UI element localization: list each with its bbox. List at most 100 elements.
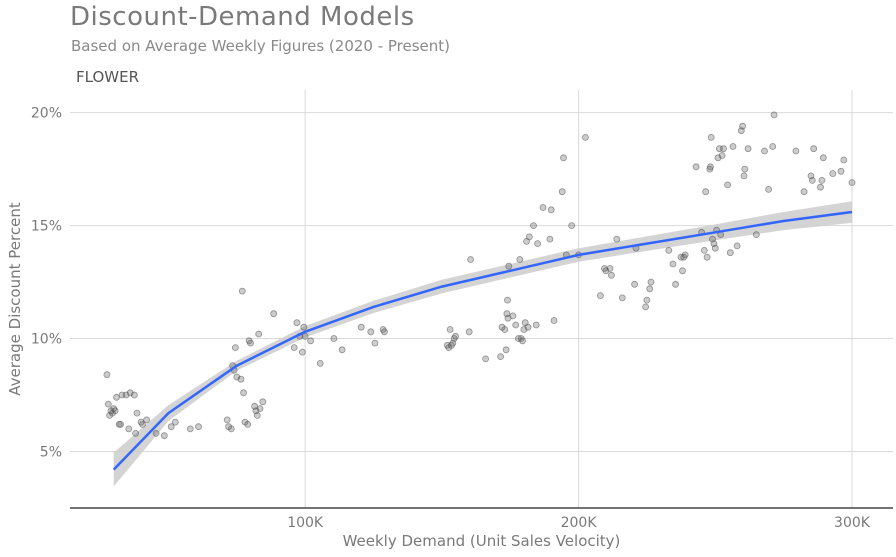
- data-point: [465, 328, 473, 336]
- data-point: [253, 411, 261, 419]
- y-tick-label: 20%: [31, 106, 62, 122]
- data-point: [502, 346, 510, 354]
- data-point: [808, 176, 816, 184]
- data-point: [558, 188, 566, 196]
- data-point: [167, 423, 175, 431]
- data-point: [524, 323, 532, 331]
- data-point: [103, 371, 111, 379]
- data-point: [810, 145, 818, 153]
- y-axis-title: Average Discount Percent: [6, 202, 24, 396]
- data-point: [752, 231, 760, 239]
- fit-line-layer: [112, 210, 853, 471]
- data-point: [560, 154, 567, 162]
- data-point: [618, 294, 626, 302]
- grid-lines: [70, 90, 893, 508]
- data-point: [744, 145, 752, 153]
- data-point: [160, 432, 168, 440]
- data-point: [512, 321, 520, 329]
- data-point: [505, 262, 513, 270]
- data-point: [113, 393, 120, 401]
- data-point: [247, 339, 254, 347]
- data-point: [532, 321, 540, 329]
- data-point: [770, 111, 778, 119]
- data-point: [290, 344, 298, 352]
- data-point: [139, 420, 146, 428]
- data-point: [539, 204, 547, 211]
- data-point: [227, 425, 235, 433]
- data-point: [504, 296, 511, 304]
- data-point: [800, 188, 808, 196]
- data-point: [681, 251, 689, 259]
- data-point: [829, 170, 837, 178]
- data-point: [446, 326, 454, 333]
- data-point: [125, 425, 133, 433]
- data-point: [669, 260, 677, 268]
- data-point: [733, 242, 741, 250]
- data-point: [840, 156, 848, 164]
- data-point: [718, 152, 726, 159]
- confidence-band-layer: [113, 201, 852, 487]
- data-point: [231, 344, 239, 352]
- data-point: [642, 303, 649, 311]
- data-point: [818, 176, 826, 184]
- data-point: [848, 179, 856, 187]
- x-tick-label: 300K: [834, 515, 871, 531]
- data-point: [700, 246, 708, 254]
- data-point: [525, 233, 533, 241]
- data-point: [729, 143, 737, 150]
- data-point: [367, 328, 375, 336]
- chart-title: Discount-Demand Models: [70, 2, 415, 32]
- data-point: [509, 312, 517, 320]
- data-point: [338, 346, 346, 354]
- data-point: [467, 256, 475, 263]
- data-point: [643, 296, 651, 304]
- axis-labels: 5% 10% 15% 20% 100K 200K 300K Weekly Demand (Un…: [6, 106, 871, 550]
- data-point: [316, 359, 324, 367]
- data-point: [117, 420, 124, 428]
- data-point: [582, 133, 589, 141]
- data-point: [819, 154, 827, 162]
- data-point: [186, 425, 194, 433]
- data-point: [724, 181, 731, 189]
- points-layer: [103, 111, 856, 440]
- data-point: [255, 330, 263, 338]
- y-tick-label: 5%: [40, 445, 62, 461]
- fit-line: [112, 210, 853, 471]
- data-point: [792, 147, 800, 155]
- data-point: [301, 332, 309, 340]
- data-point: [143, 416, 151, 424]
- x-axis-title: Weekly Demand (Unit Sales Velocity): [343, 532, 621, 550]
- data-point: [707, 163, 714, 171]
- data-point: [837, 167, 845, 175]
- data-point: [817, 183, 824, 191]
- data-point: [270, 310, 278, 318]
- data-point: [298, 348, 306, 356]
- data-point: [703, 253, 711, 261]
- data-point: [765, 185, 772, 193]
- data-point: [237, 375, 245, 383]
- confidence-band: [113, 201, 852, 487]
- data-point: [244, 420, 252, 428]
- data-point: [665, 246, 673, 254]
- data-point: [672, 280, 679, 288]
- data-point: [307, 337, 315, 345]
- y-tick-label: 10%: [31, 332, 62, 348]
- data-point: [679, 267, 686, 275]
- data-point: [606, 265, 614, 272]
- data-point: [646, 285, 654, 293]
- data-point: [501, 326, 509, 333]
- x-tick-label: 100K: [287, 515, 324, 531]
- data-point: [547, 206, 555, 214]
- data-point: [568, 222, 576, 230]
- data-point: [133, 409, 141, 417]
- data-point: [152, 429, 160, 437]
- data-point: [240, 389, 248, 397]
- data-point: [293, 319, 301, 327]
- data-point: [516, 256, 524, 263]
- data-point: [111, 407, 119, 415]
- data-point: [726, 249, 734, 257]
- data-point: [692, 163, 700, 171]
- facet-label: FLOWER: [76, 68, 139, 86]
- data-point: [519, 337, 526, 345]
